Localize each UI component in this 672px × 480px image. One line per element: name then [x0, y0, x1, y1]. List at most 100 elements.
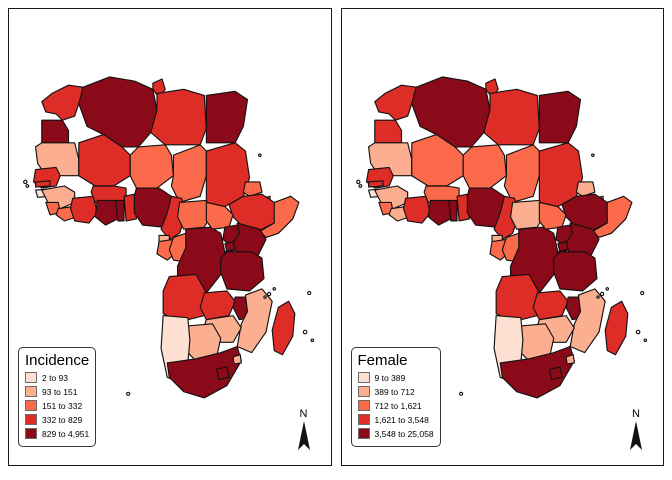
- country-zambia[interactable]: [200, 289, 237, 320]
- legend-swatch-1: [357, 372, 370, 383]
- country-cote-d-ivoire[interactable]: [70, 195, 99, 224]
- legend-label-2: 93 to 151: [42, 386, 78, 397]
- country-eritrea[interactable]: [243, 180, 263, 197]
- island-speck-5: [640, 290, 645, 295]
- country-western-sahara[interactable]: [41, 119, 70, 143]
- island-speck-9: [458, 391, 464, 396]
- island-speck-6: [303, 329, 308, 334]
- island-speck-2: [267, 291, 272, 296]
- country-angola[interactable]: [495, 273, 540, 322]
- legend-swatch-3: [357, 400, 370, 411]
- island-speck-4: [596, 294, 600, 299]
- island-speck-3: [605, 286, 609, 291]
- north-arrow-left: N: [293, 408, 315, 451]
- legend-label-4: 1,621 to 3,548: [374, 414, 429, 425]
- country-angola[interactable]: [162, 273, 208, 322]
- country-niger[interactable]: [130, 143, 175, 189]
- country-mozambique[interactable]: [569, 287, 606, 353]
- island-speck-0: [355, 179, 361, 184]
- africa-choropleth-right[interactable]: [348, 14, 657, 461]
- legend-incidence: Incidence 2 to 93 93 to 151 151 to 332 3…: [18, 347, 97, 447]
- country-lesotho[interactable]: [548, 366, 563, 380]
- country-south-africa[interactable]: [499, 345, 575, 399]
- country-lesotho[interactable]: [216, 366, 230, 380]
- country-mozambique[interactable]: [237, 287, 274, 353]
- legend-item[interactable]: 332 to 829: [25, 413, 89, 426]
- legend-item[interactable]: 2 to 93: [25, 371, 89, 384]
- country-madagascar[interactable]: [272, 300, 296, 355]
- island-speck-0: [23, 179, 28, 184]
- legend-label-5: 829 to 4,951: [42, 428, 90, 439]
- legend-swatch-4: [25, 414, 37, 425]
- legend-swatch-2: [357, 386, 370, 397]
- country-rwanda[interactable]: [224, 240, 237, 252]
- island-speck-9: [126, 391, 131, 396]
- legend-item[interactable]: 389 to 712: [357, 385, 434, 398]
- island-speck-1: [25, 183, 30, 188]
- country-benin[interactable]: [123, 193, 138, 222]
- country-algeria[interactable]: [411, 75, 491, 148]
- island-speck-7: [310, 338, 315, 342]
- country-eswatini[interactable]: [232, 353, 243, 365]
- legend-swatch-1: [25, 372, 37, 383]
- country-benin[interactable]: [456, 193, 470, 222]
- legend-title: Female: [357, 352, 408, 369]
- map-stage-right: [342, 9, 664, 465]
- country-mali[interactable]: [78, 133, 132, 187]
- map-panel-left: Incidence 2 to 93 93 to 151 151 to 332 3…: [8, 8, 332, 466]
- country-morocco[interactable]: [374, 84, 421, 121]
- country-egypt[interactable]: [538, 90, 581, 143]
- legend-item[interactable]: 151 to 332: [25, 399, 89, 412]
- country-somalia[interactable]: [259, 195, 300, 238]
- country-chad[interactable]: [503, 143, 540, 203]
- legend-label-5: 3,548 to 25,058: [374, 428, 434, 439]
- country-gambia[interactable]: [367, 179, 384, 188]
- legend-swatch-3: [25, 400, 37, 411]
- country-togo[interactable]: [115, 199, 126, 222]
- country-zambia[interactable]: [532, 289, 569, 320]
- island-speck-3: [272, 286, 277, 291]
- country-cote-d-ivoire[interactable]: [402, 195, 431, 224]
- country-egypt[interactable]: [206, 90, 249, 143]
- country-somalia[interactable]: [592, 195, 633, 238]
- country-chad[interactable]: [171, 143, 208, 203]
- legend-label-2: 389 to 712: [374, 386, 415, 397]
- legend-item[interactable]: 3,548 to 25,058: [357, 427, 434, 440]
- country-tanzania[interactable]: [553, 250, 598, 292]
- country-niger[interactable]: [462, 143, 507, 189]
- legend-item[interactable]: 93 to 151: [25, 385, 89, 398]
- country-eritrea[interactable]: [575, 180, 596, 197]
- country-mali[interactable]: [411, 133, 464, 187]
- country-togo[interactable]: [448, 199, 458, 222]
- legend-item[interactable]: 712 to 1,621: [357, 399, 434, 412]
- legend-female: Female 9 to 389 389 to 712 712 to 1,621 …: [350, 347, 441, 447]
- country-rwanda[interactable]: [557, 240, 569, 252]
- country-western-sahara[interactable]: [374, 119, 402, 143]
- island-speck-1: [358, 183, 363, 188]
- country-ghana[interactable]: [95, 199, 119, 226]
- country-morocco[interactable]: [41, 84, 89, 121]
- legend-swatch-2: [25, 386, 37, 397]
- map-stage-left: [9, 9, 331, 465]
- legend-item[interactable]: 1,621 to 3,548: [357, 413, 434, 426]
- africa-choropleth-left[interactable]: [15, 14, 324, 461]
- country-libya[interactable]: [483, 88, 540, 145]
- legend-label-3: 151 to 332: [42, 400, 83, 411]
- island-speck-8: [258, 152, 263, 157]
- legend-item[interactable]: 829 to 4,951: [25, 427, 89, 440]
- north-arrow-icon: [297, 421, 310, 450]
- country-madagascar[interactable]: [604, 300, 629, 355]
- country-eswatini[interactable]: [565, 353, 575, 365]
- country-algeria[interactable]: [78, 75, 158, 148]
- legend-label-1: 2 to 93: [42, 372, 68, 383]
- legend-item[interactable]: 9 to 389: [357, 371, 434, 384]
- country-ghana[interactable]: [427, 199, 452, 226]
- legend-swatch-5: [357, 428, 370, 439]
- country-gambia[interactable]: [35, 179, 51, 188]
- country-tanzania[interactable]: [220, 250, 265, 292]
- country-shapes: [355, 75, 648, 399]
- legend-title: Incidence: [25, 352, 90, 369]
- country-south-africa[interactable]: [167, 345, 243, 399]
- country-libya[interactable]: [150, 88, 208, 145]
